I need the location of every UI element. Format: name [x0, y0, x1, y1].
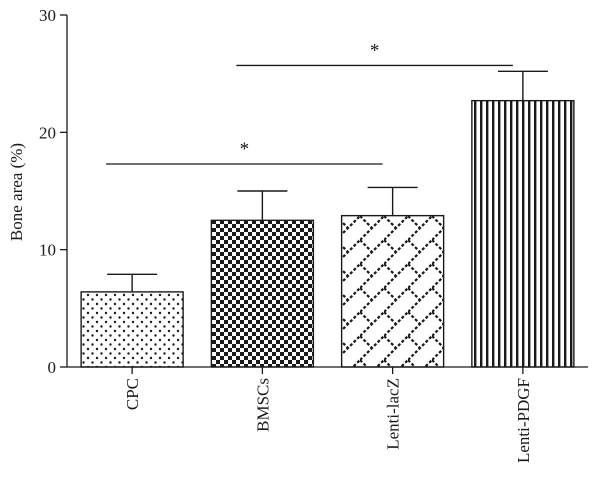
y-axis: 0 10 20 30: [39, 6, 68, 377]
x-tick-label: CPC: [123, 378, 142, 410]
significance-bracket: *: [106, 139, 383, 165]
x-tick-label: BMSCs: [253, 378, 272, 432]
bar-group: [210, 190, 315, 368]
x-tick-label: Lenti-PDGF: [514, 378, 533, 463]
y-tick-label: 30: [39, 6, 56, 25]
y-tick-label: 0: [48, 358, 57, 377]
y-axis-title: Bone area (%): [7, 143, 26, 241]
bar: [340, 214, 445, 368]
significance-annotations: **: [106, 40, 513, 165]
bar: [80, 291, 184, 368]
significance-bracket: *: [236, 40, 513, 67]
y-tick-label: 20: [39, 123, 56, 142]
bar-group: [340, 186, 445, 368]
bar: [471, 99, 575, 368]
bar: [210, 219, 315, 368]
bar-group: [471, 70, 575, 368]
bar-group: [80, 273, 184, 368]
x-axis: CPC BMSCs Lenti-lacZ Lenti-PDGF: [67, 366, 588, 463]
bar-series: [80, 70, 575, 368]
x-tick-label: Lenti-lacZ: [384, 378, 403, 450]
significance-label: *: [370, 40, 380, 61]
y-tick-label: 10: [39, 241, 56, 260]
significance-label: *: [240, 139, 250, 160]
